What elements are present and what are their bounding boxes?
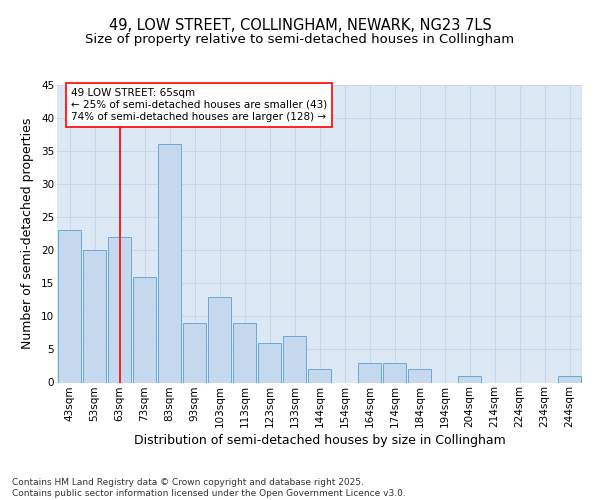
Text: 49, LOW STREET, COLLINGHAM, NEWARK, NG23 7LS: 49, LOW STREET, COLLINGHAM, NEWARK, NG23… (109, 18, 491, 32)
Text: Contains HM Land Registry data © Crown copyright and database right 2025.
Contai: Contains HM Land Registry data © Crown c… (12, 478, 406, 498)
Bar (107, 237, 131, 382)
Bar (257, 343, 281, 382)
Bar (308, 370, 331, 382)
Bar (407, 370, 431, 382)
Bar (182, 323, 206, 382)
Bar (358, 362, 382, 382)
X-axis label: Distribution of semi-detached houses by size in Collingham: Distribution of semi-detached houses by … (134, 434, 505, 448)
Bar (133, 276, 157, 382)
Y-axis label: Number of semi-detached properties: Number of semi-detached properties (21, 118, 34, 350)
Bar (58, 230, 82, 382)
Bar (208, 296, 232, 382)
Text: 49 LOW STREET: 65sqm
← 25% of semi-detached houses are smaller (43)
74% of semi-: 49 LOW STREET: 65sqm ← 25% of semi-detac… (71, 88, 327, 122)
Bar (458, 376, 481, 382)
Bar (383, 362, 406, 382)
Bar (283, 336, 307, 382)
Bar (557, 376, 581, 382)
Bar (158, 144, 181, 382)
Bar (233, 323, 256, 382)
Text: Size of property relative to semi-detached houses in Collingham: Size of property relative to semi-detach… (85, 32, 515, 46)
Bar (83, 250, 106, 382)
